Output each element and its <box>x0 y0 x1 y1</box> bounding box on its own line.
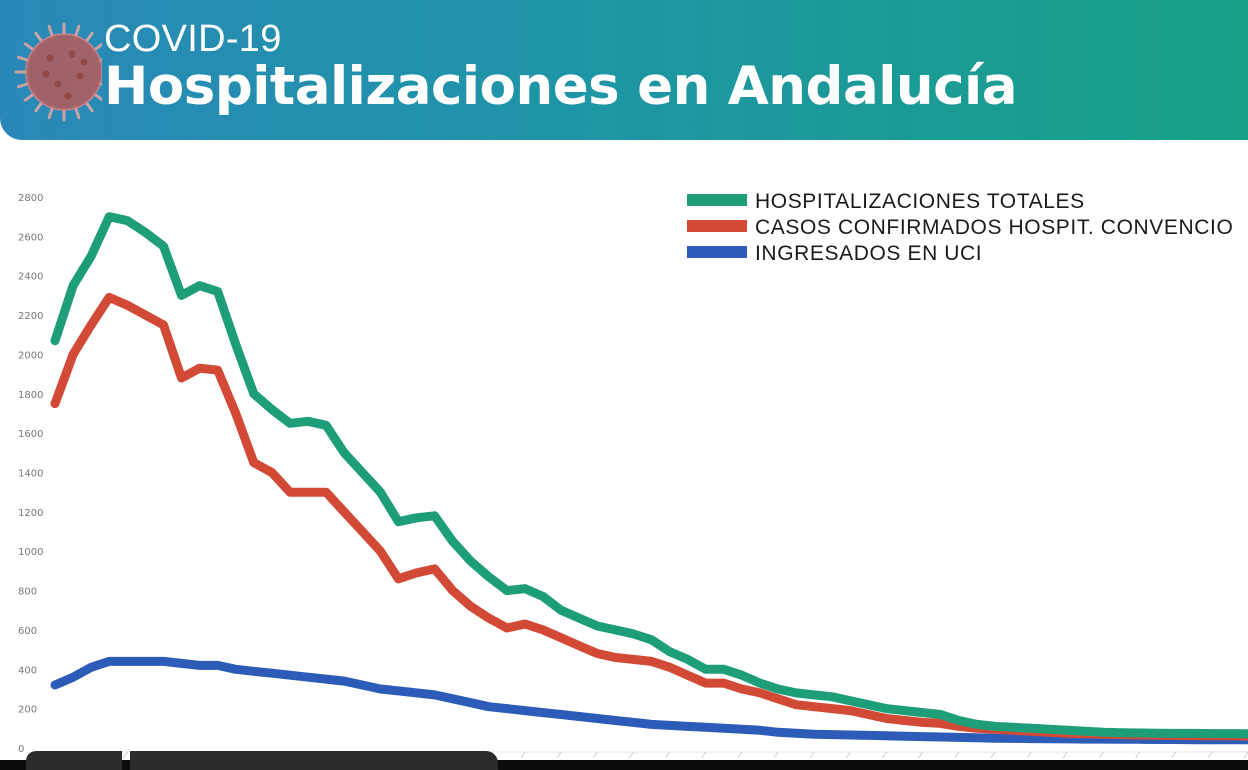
line-chart: 0 200 400 600 800 1000 1200 1400 1600 1800 2000 220… <box>18 190 1248 759</box>
x-tick-mark <box>882 751 887 759</box>
y-tick-label: 1800 <box>18 390 43 401</box>
legend-item-hospitalizaciones-totales-label: HOSPITALIZACIONES TOTALES <box>755 190 1085 213</box>
x-tick-mark <box>737 751 743 759</box>
banner-kicker: COVID-19 <box>104 18 282 60</box>
y-axis: 0 200 400 600 800 1000 1200 1400 1600 1800 2000 220… <box>18 193 43 755</box>
y-tick-label: 2400 <box>18 272 43 283</box>
player-scrubber-left[interactable] <box>26 751 122 770</box>
page-title: Hospitalizaciones en Andalucía <box>104 56 1017 117</box>
y-tick-label: 2000 <box>18 350 43 361</box>
x-tick-mark <box>990 751 996 759</box>
x-tick-mark <box>773 751 779 759</box>
player-scrubber-right[interactable] <box>130 751 498 770</box>
y-tick-label: 2800 <box>18 193 43 204</box>
legend-item-casos-confirmados-label: CASOS CONFIRMADOS HOSPIT. CONVENCIO <box>755 216 1233 239</box>
x-tick-mark <box>592 751 598 759</box>
x-tick-mark <box>1098 751 1104 759</box>
x-tick-mark <box>1062 751 1068 759</box>
x-tick-mark <box>701 751 707 759</box>
x-tick-mark <box>809 751 815 759</box>
y-tick-label: 200 <box>18 705 37 716</box>
x-tick-mark <box>1243 751 1248 759</box>
x-tick-mark <box>918 751 924 759</box>
virus-icon <box>14 22 102 122</box>
x-tick-mark <box>629 751 634 759</box>
y-tick-label: 600 <box>18 626 37 637</box>
legend-item-ingresados-uci-swatch <box>687 246 747 258</box>
x-tick-mark <box>1207 751 1213 759</box>
x-tick-mark <box>1135 751 1140 759</box>
y-tick-label: 1400 <box>18 469 43 480</box>
x-tick-mark <box>1171 751 1177 759</box>
y-tick-label: 1600 <box>18 429 43 440</box>
x-tick-mark <box>122 751 128 759</box>
y-tick-label: 2200 <box>18 311 43 322</box>
bottom-bar <box>0 760 1248 770</box>
legend-item-hospitalizaciones-totales-swatch <box>687 194 747 206</box>
y-tick-label: 0 <box>18 744 24 755</box>
series-line-ingresados-uci <box>50 656 1248 745</box>
legend-item-casos-confirmados-swatch <box>687 220 747 232</box>
x-tick-mark <box>1026 751 1032 759</box>
y-tick-label: 2600 <box>18 232 43 243</box>
x-tick-mark <box>845 751 851 759</box>
y-tick-label: 1000 <box>18 547 43 558</box>
y-tick-label: 800 <box>18 587 37 598</box>
x-tick-mark <box>556 751 562 759</box>
series-line-hospitalizaciones-totales <box>50 212 1248 739</box>
header-banner: COVID-19 Hospitalizaciones en Andalucía <box>0 0 1248 140</box>
y-tick-label: 1200 <box>18 508 43 519</box>
plot-area <box>50 212 1248 745</box>
chart-legend: HOSPITALIZACIONES TOTALES CASOS CONFIRMAD… <box>687 190 1233 265</box>
legend-item-ingresados-uci-label: INGRESADOS EN UCI <box>755 242 982 265</box>
x-tick-mark <box>954 751 960 759</box>
y-tick-label: 400 <box>18 665 37 676</box>
x-tick-mark <box>665 751 670 759</box>
x-tick-mark <box>520 751 526 759</box>
